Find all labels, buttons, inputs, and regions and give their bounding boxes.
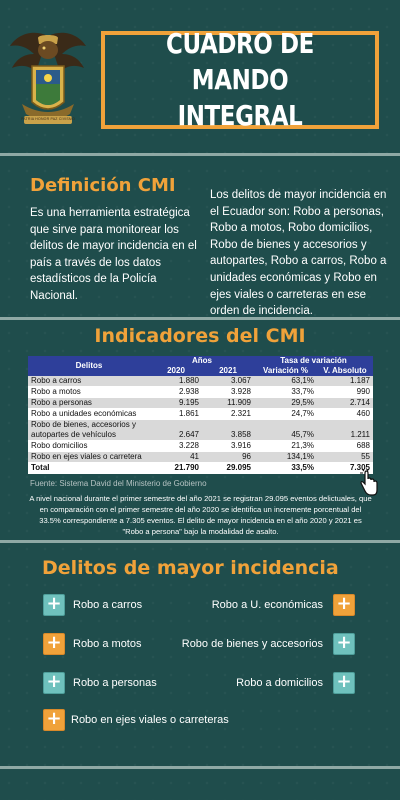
crime-item-label: Robo de bienes y accesorios bbox=[181, 638, 323, 650]
table-row: Robo a motos 2.938 3.928 33,7% 990 bbox=[28, 386, 373, 398]
separator bbox=[0, 766, 400, 769]
cell-2021: 3.067 bbox=[202, 376, 254, 387]
indicators-table: Delitos Años Tasa de variación 2020 2021… bbox=[28, 356, 373, 474]
incidence-summary-text: Los delitos de mayor incidencia en el Ec… bbox=[210, 189, 387, 318]
cell-delito: Robo a carros bbox=[28, 376, 150, 387]
cell-absoluto: 990 bbox=[317, 386, 373, 398]
definition-title: Definición CMI bbox=[30, 175, 176, 196]
cell-2021: 29.095 bbox=[202, 462, 254, 474]
col-group-tasa: Tasa de variación bbox=[254, 356, 373, 366]
col-header-absoluto: V. Absoluto bbox=[317, 366, 373, 376]
crime-item-ejes-viales: + Robo en ejes viales o carreteras bbox=[43, 709, 229, 731]
cell-2021: 11.909 bbox=[202, 397, 254, 409]
indicators-title: Indicadores del CMI bbox=[94, 325, 306, 347]
crimes-title: Delitos de mayor incidencia bbox=[42, 557, 339, 579]
table-row: Robo a personas 9.195 11.909 29,5% 2.714 bbox=[28, 397, 373, 409]
indicators-note: A nivel nacional durante el primer semes… bbox=[29, 494, 372, 536]
col-header-variacion: Variación % bbox=[254, 366, 317, 376]
cell-2020: 1.861 bbox=[150, 408, 202, 420]
plus-icon[interactable]: + bbox=[43, 594, 65, 616]
col-header-delitos: Delitos bbox=[28, 356, 150, 376]
plus-icon[interactable]: + bbox=[333, 594, 355, 616]
crime-item-label: Robo a motos bbox=[73, 638, 142, 650]
col-header-2020: 2020 bbox=[150, 366, 202, 376]
plus-icon[interactable]: + bbox=[333, 633, 355, 655]
crime-item-label: Robo a carros bbox=[73, 599, 143, 611]
crime-item-carros: + Robo a carros bbox=[43, 594, 142, 616]
plus-icon[interactable]: + bbox=[43, 672, 65, 694]
definition-text: Es una herramienta estratégica que sirve… bbox=[30, 207, 197, 302]
cell-2020: 1.880 bbox=[150, 376, 202, 387]
crime-item-label: Robo a U. económicas bbox=[211, 599, 323, 611]
plus-icon[interactable]: + bbox=[333, 672, 355, 694]
cell-variacion: 33,5% bbox=[254, 462, 317, 474]
cell-2020: 21.790 bbox=[150, 462, 202, 474]
crime-item-bienes-accesorios: Robo de bienes y accesorios + bbox=[182, 633, 355, 655]
cell-2021: 3.916 bbox=[202, 440, 254, 452]
cell-2021: 2.321 bbox=[202, 408, 254, 420]
separator bbox=[0, 540, 400, 543]
cell-delito: Robo a motos bbox=[28, 386, 150, 398]
table-row: Robo a unidades económicas 1.861 2.321 2… bbox=[28, 408, 373, 420]
crime-item-personas: + Robo a personas bbox=[43, 672, 157, 694]
cell-delito: Robo domicilios bbox=[28, 440, 150, 452]
table-row: Robo a carros 1.880 3.067 63,1% 1.187 bbox=[28, 376, 373, 387]
cell-2021: 3.928 bbox=[202, 386, 254, 398]
cell-2020: 9.195 bbox=[150, 397, 202, 409]
cell-absoluto: 1.211 bbox=[317, 419, 373, 441]
cell-2020: 2.938 bbox=[150, 386, 202, 398]
table-total-row: Total 21.790 29.095 33,5% 7.305 bbox=[28, 462, 373, 474]
separator bbox=[0, 317, 400, 320]
hand-pointer-icon bbox=[360, 468, 378, 496]
crime-item-label: Robo a domicilios bbox=[236, 677, 323, 689]
crime-item-domicilios: Robo a domicilios + bbox=[236, 672, 355, 694]
emblem-motto: PATRIA HONOR PAZ CIVISMO bbox=[21, 117, 75, 121]
cell-absoluto: 55 bbox=[317, 451, 373, 463]
cell-2020: 2.647 bbox=[150, 419, 202, 441]
police-emblem-icon bbox=[10, 32, 86, 124]
plus-icon[interactable]: + bbox=[43, 633, 65, 655]
cell-variacion: 63,1% bbox=[254, 376, 317, 387]
cell-delito: Robo en ejes viales o carretera bbox=[28, 451, 150, 463]
cell-variacion: 29,5% bbox=[254, 397, 317, 409]
crime-item-label: Robo a personas bbox=[73, 677, 157, 689]
page-title: CUADRO DE MANDO INTEGRAL bbox=[166, 27, 314, 132]
table-row: Robo domicilios 3.228 3.916 21,3% 688 bbox=[28, 440, 373, 452]
cell-2021: 3.858 bbox=[202, 419, 254, 441]
col-group-anos: Años bbox=[150, 356, 254, 366]
cell-variacion: 45,7% bbox=[254, 419, 317, 441]
cell-absoluto: 1.187 bbox=[317, 376, 373, 387]
cell-2021: 96 bbox=[202, 451, 254, 463]
cell-2020: 41 bbox=[150, 451, 202, 463]
cell-absoluto: 2.714 bbox=[317, 397, 373, 409]
cell-variacion: 21,3% bbox=[254, 440, 317, 452]
table-row: Robo de bienes, accesorios y autopartes … bbox=[28, 419, 373, 441]
separator bbox=[0, 153, 400, 156]
cell-variacion: 33,7% bbox=[254, 386, 317, 398]
cell-absoluto: 460 bbox=[317, 408, 373, 420]
cell-2020: 3.228 bbox=[150, 440, 202, 452]
crime-item-unidades-economicas: Robo a U. económicas + bbox=[212, 594, 355, 616]
indicators-table-wrapper: Delitos Años Tasa de variación 2020 2021… bbox=[28, 356, 373, 474]
cell-delito: Robo de bienes, accesorios y autopartes … bbox=[28, 419, 150, 441]
source-text: Fuente: Sistema David del Ministerio de … bbox=[30, 479, 207, 488]
crime-item-label: Robo en ejes viales o carreteras bbox=[71, 714, 229, 726]
cell-delito: Robo a personas bbox=[28, 397, 150, 409]
plus-icon[interactable]: + bbox=[43, 709, 65, 731]
title-box: CUADRO DE MANDO INTEGRAL bbox=[101, 27, 379, 132]
table-row: Robo en ejes viales o carretera 41 96 13… bbox=[28, 451, 373, 463]
cell-variacion: 134,1% bbox=[254, 451, 317, 463]
cell-absoluto: 688 bbox=[317, 440, 373, 452]
cell-delito: Robo a unidades económicas bbox=[28, 408, 150, 420]
crime-item-motos: + Robo a motos bbox=[43, 633, 141, 655]
cell-delito: Total bbox=[28, 462, 150, 474]
col-header-2021: 2021 bbox=[202, 366, 254, 376]
cell-variacion: 24,7% bbox=[254, 408, 317, 420]
cell-absoluto: 7.305 bbox=[317, 462, 373, 474]
